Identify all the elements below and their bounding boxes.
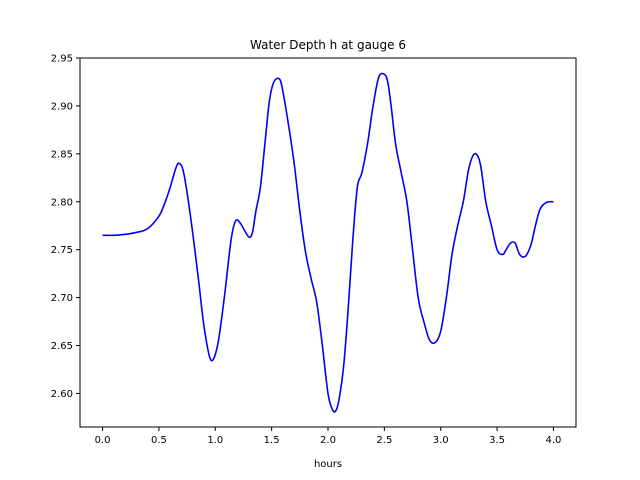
y-tick-label: 2.70: [51, 293, 73, 304]
y-tick-label: 2.95: [51, 54, 73, 65]
y-tick-label: 2.75: [51, 245, 73, 256]
series-line: [102, 72, 554, 413]
y-tick-label: 2.90: [51, 101, 73, 112]
x-tick-label: 2.5: [376, 435, 392, 446]
x-tick-label: 0.5: [151, 435, 167, 446]
x-tick-label: 3.5: [489, 435, 505, 446]
y-tick-label: 2.85: [51, 149, 73, 160]
x-axis-label: hours: [314, 459, 342, 470]
x-tick-label: 2.0: [320, 435, 336, 446]
x-tick-label: 4.0: [546, 435, 562, 446]
x-tick-label: 0.0: [95, 435, 111, 446]
x-tick-label: 1.0: [207, 435, 223, 446]
x-axis: 0.0 0.5 1.0 1.5 2.0 2.5 3.0 3.5 4.0: [95, 427, 562, 446]
series-layer: [102, 72, 554, 413]
x-tick-label: 3.0: [433, 435, 449, 446]
x-tick-label: 1.5: [264, 435, 280, 446]
y-axis: 2.60 2.65 2.70 2.75 2.80 2.85 2.90 2.95: [51, 54, 80, 400]
chart-title: Water Depth h at gauge 6: [250, 38, 406, 52]
y-tick-label: 2.65: [51, 341, 73, 352]
y-tick-label: 2.80: [51, 197, 73, 208]
y-tick-label: 2.60: [51, 389, 73, 400]
